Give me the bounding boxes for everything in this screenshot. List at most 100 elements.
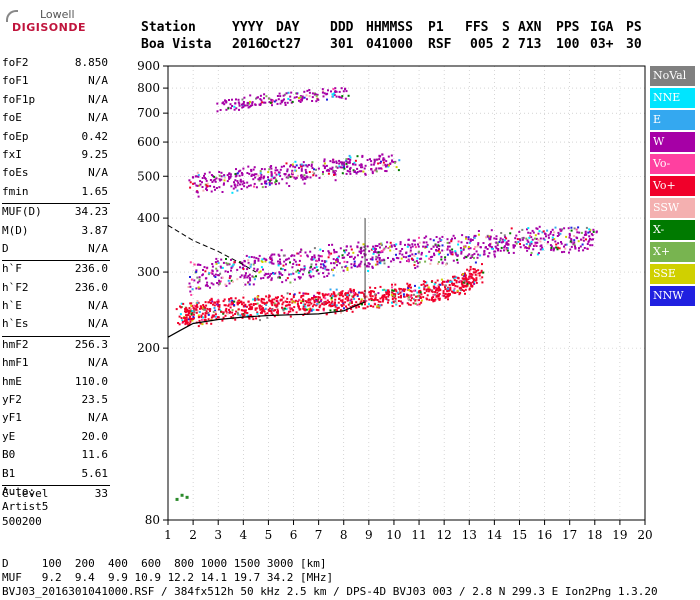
echo-point <box>437 241 440 244</box>
echo-point <box>193 311 196 314</box>
echo-point <box>336 256 339 259</box>
echo-point <box>346 307 349 310</box>
echo-point <box>299 308 302 311</box>
echo-point <box>304 251 307 254</box>
echo-point <box>247 300 250 303</box>
echo-point <box>342 303 345 306</box>
echo-point <box>238 104 241 107</box>
echo-point <box>464 288 467 291</box>
echo-point <box>329 294 332 297</box>
echo-point <box>493 237 496 240</box>
echo-point <box>407 303 410 306</box>
echo-point <box>245 272 247 275</box>
echo-point <box>282 254 285 257</box>
echo-point <box>228 175 230 178</box>
echo-point <box>285 279 288 282</box>
echo-point <box>467 246 470 248</box>
x-tick-label: 10 <box>386 528 401 542</box>
echo-point <box>315 174 318 177</box>
echo-point <box>537 238 540 241</box>
echo-point <box>311 297 314 300</box>
echo-point <box>443 294 446 297</box>
echo-point <box>305 172 308 174</box>
echo-point <box>356 245 359 248</box>
echo-point <box>225 284 228 287</box>
echo-point <box>288 303 291 306</box>
echo-point <box>280 298 283 301</box>
echo-point <box>368 250 371 253</box>
echo-point <box>200 316 203 319</box>
echo-point <box>246 312 249 314</box>
echo-point <box>340 293 343 296</box>
grid <box>167 65 646 521</box>
echo-point <box>318 259 321 262</box>
echo-point <box>184 321 187 324</box>
echo-point <box>331 303 334 306</box>
echo-point <box>341 256 344 259</box>
echo-point <box>371 266 374 269</box>
echo-point <box>416 291 419 294</box>
echo-point <box>337 293 340 296</box>
echo-point <box>180 302 183 305</box>
echo-point <box>452 283 454 286</box>
echo-point <box>340 309 342 312</box>
param-name: fmin <box>2 184 29 198</box>
echo-point <box>298 263 301 266</box>
echo-point <box>568 236 571 239</box>
echo-point <box>236 301 239 304</box>
echo-point <box>360 299 363 302</box>
echo-point <box>363 252 366 255</box>
echo-point <box>383 295 385 298</box>
echo-point <box>204 301 207 304</box>
echo-point <box>253 174 255 177</box>
echo-point <box>259 98 262 101</box>
echo-point <box>298 277 301 280</box>
echo-point <box>216 269 219 272</box>
echo-point <box>189 290 192 293</box>
echo-point <box>589 244 592 247</box>
echo-point <box>318 176 321 179</box>
echo-point <box>222 101 225 104</box>
echo-point <box>222 183 225 186</box>
echo-point <box>354 163 357 166</box>
echo-point <box>344 97 347 100</box>
echo-point <box>407 243 410 246</box>
echo-point <box>563 250 566 253</box>
echo-point <box>198 316 201 318</box>
echo-point <box>245 305 248 308</box>
echo-point <box>339 247 342 250</box>
echo-point <box>210 316 213 319</box>
echo-point <box>369 304 372 307</box>
echo-point <box>536 241 539 244</box>
echo-point <box>196 306 199 309</box>
echo-point <box>352 257 355 260</box>
echo-point <box>318 292 321 295</box>
echo-point <box>219 109 222 111</box>
echo-point <box>465 277 468 280</box>
echo-point <box>322 250 324 252</box>
echo-point <box>293 278 296 281</box>
echo-point <box>335 260 338 263</box>
x-tick-label: 5 <box>265 528 273 542</box>
echo-point <box>326 293 329 296</box>
echo-point <box>293 254 296 257</box>
echo-point <box>550 248 553 251</box>
echo-point <box>216 300 219 303</box>
echo-point <box>546 229 549 232</box>
echo-point <box>570 226 573 229</box>
echo-point <box>249 100 251 103</box>
echo-point <box>465 236 468 239</box>
echo-point <box>253 278 256 281</box>
echo-point <box>215 303 218 306</box>
echo-point <box>470 283 473 286</box>
echo-point <box>348 302 351 305</box>
echo-point <box>497 249 499 252</box>
echo-point <box>189 186 192 189</box>
echo-point <box>493 255 496 258</box>
echo-point <box>503 234 506 237</box>
echo-point <box>197 314 200 317</box>
echo-point <box>242 264 245 267</box>
echo-point <box>483 250 486 253</box>
echo-point <box>268 295 271 298</box>
echo-point <box>333 302 336 305</box>
